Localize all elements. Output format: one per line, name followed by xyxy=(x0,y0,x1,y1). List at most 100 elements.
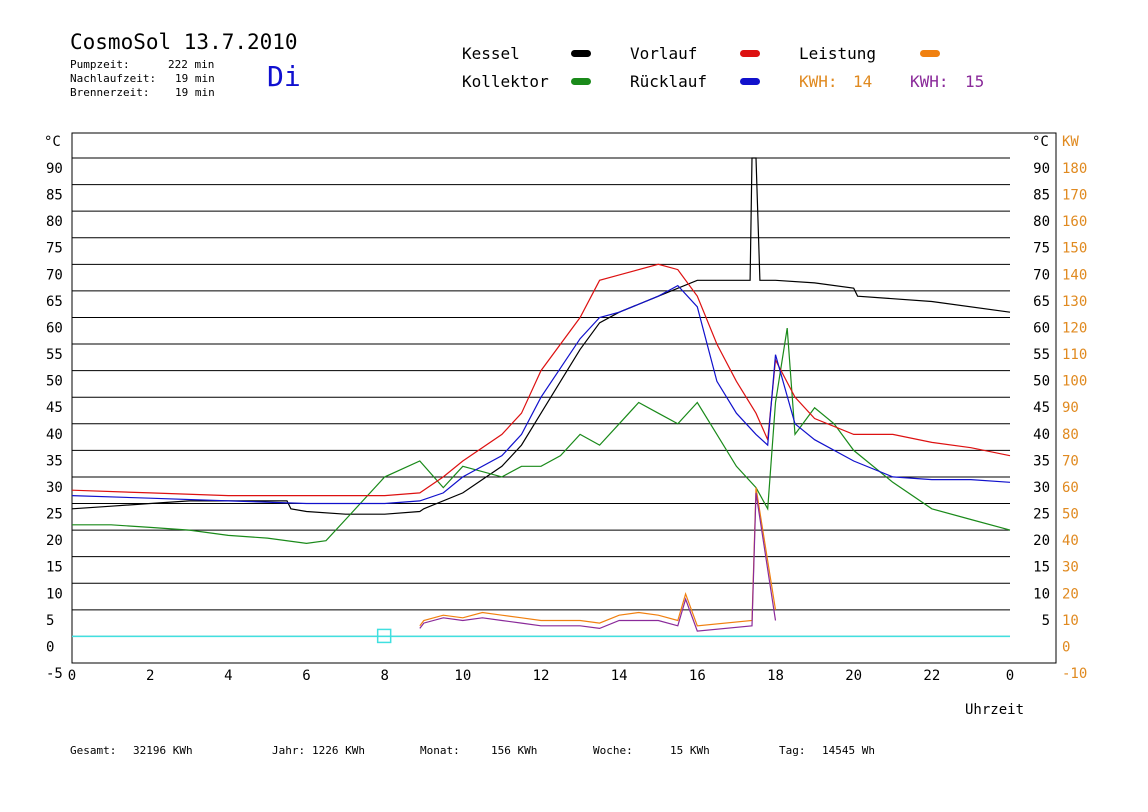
x-tick: 8 xyxy=(380,668,388,684)
legend-kwh1-value: 14 xyxy=(853,72,873,91)
weekday-label: Di xyxy=(267,60,301,93)
legend-kwh2-value: 15 xyxy=(965,72,985,91)
y-right-tick: 5 xyxy=(1042,613,1050,629)
y-left-tick: 5 xyxy=(46,613,54,629)
y-left-tick: 0 xyxy=(46,639,54,655)
x-tick: 0 xyxy=(1006,668,1014,684)
stat-nachlauf-value: 19 min xyxy=(175,72,215,85)
grid xyxy=(71,132,1057,664)
y-left-tick: 50 xyxy=(46,374,63,390)
y-left-tick: 15 xyxy=(46,560,63,576)
legend-kollektor-swatch xyxy=(571,78,591,85)
stat-brenner-label: Brennerzeit: xyxy=(70,86,150,99)
y-kw-tick: 110 xyxy=(1062,347,1087,363)
x-tick: 20 xyxy=(845,668,862,684)
x-tick: 10 xyxy=(454,668,471,684)
footer-monat-value: 156 KWh xyxy=(491,744,538,757)
y-kw-tick: 40 xyxy=(1062,533,1079,549)
y-right-tick: 50 xyxy=(1033,374,1050,390)
y-left-tick: -5 xyxy=(46,666,63,682)
y-kw-unit: KW xyxy=(1062,134,1079,150)
footer-woche-value: 15 KWh xyxy=(670,744,710,757)
leistung-line xyxy=(419,487,777,627)
x-axis-label: Uhrzeit xyxy=(965,702,1024,718)
y-left-tick: 80 xyxy=(46,214,63,230)
footer-tag-value: 14545 Wh xyxy=(822,744,875,757)
legend-kollektor-label: Kollektor xyxy=(462,72,549,91)
x-tick: 2 xyxy=(146,668,154,684)
y-right-tick: 30 xyxy=(1033,480,1050,496)
y-right-tick: 20 xyxy=(1033,533,1050,549)
y-left-tick: 25 xyxy=(46,507,63,523)
y-right-tick: 45 xyxy=(1033,400,1050,416)
y-left-tick: 55 xyxy=(46,347,63,363)
y-left-tick: 35 xyxy=(46,453,63,469)
kessel-line xyxy=(71,157,1011,515)
y-right-tick: 65 xyxy=(1033,294,1050,310)
legend-vorlauf-label: Vorlauf xyxy=(630,44,698,63)
y-kw-tick: 140 xyxy=(1062,267,1087,283)
y-kw-tick: 20 xyxy=(1062,586,1079,602)
stat-nachlauf-label: Nachlaufzeit: xyxy=(70,72,157,85)
y-kw-tick: 0 xyxy=(1062,639,1070,655)
y-left-tick: 20 xyxy=(46,533,63,549)
kollektor-line xyxy=(72,328,1011,545)
x-tick: 6 xyxy=(302,668,310,684)
y-right-tick: 75 xyxy=(1033,241,1050,257)
legend-ruecklauf-label: Rücklauf xyxy=(630,72,708,91)
y-kw-tick: 60 xyxy=(1062,480,1079,496)
footer-jahr-label: Jahr: xyxy=(272,744,306,757)
legend-leistung-swatch xyxy=(920,50,940,57)
y-kw-tick: 10 xyxy=(1062,613,1079,629)
footer-jahr-value: 1226 KWh xyxy=(312,744,365,757)
y-kw-tick: 120 xyxy=(1062,320,1087,336)
stat-pumpzeit-label: Pumpzeit: xyxy=(70,58,130,71)
y-right-tick: 55 xyxy=(1033,347,1050,363)
ruecklauf-line xyxy=(71,284,1011,505)
stat-brenner-value: 19 min xyxy=(175,86,215,99)
y-left-tick: 30 xyxy=(46,480,63,496)
legend-leistung-label: Leistung xyxy=(799,44,877,63)
y-right-tick: 25 xyxy=(1033,507,1050,523)
legend-kessel-swatch xyxy=(571,50,591,57)
x-tick: 12 xyxy=(533,668,550,684)
y-left-unit: °C xyxy=(44,134,61,150)
y-left-tick: 75 xyxy=(46,241,63,257)
y-kw-tick: 30 xyxy=(1062,560,1079,576)
y-right-tick: 80 xyxy=(1033,214,1050,230)
y-right-unit: °C xyxy=(1032,134,1049,150)
y-right-tick: 15 xyxy=(1033,560,1050,576)
footer-gesamt-value: 32196 KWh xyxy=(133,744,193,757)
y-right-tick: 10 xyxy=(1033,586,1050,602)
y-left-tick: 65 xyxy=(46,294,63,310)
y-left-tick: 60 xyxy=(46,320,63,336)
x-tick: 22 xyxy=(923,668,940,684)
y-right-tick: 60 xyxy=(1033,320,1050,336)
stat-pumpzeit-value: 222 min xyxy=(168,58,215,71)
x-tick: 0 xyxy=(68,668,76,684)
y-kw-tick: 50 xyxy=(1062,507,1079,523)
axis-labels: °C908580757065605550454035302520151050-5… xyxy=(44,134,1087,718)
chart-title: CosmoSol 13.7.2010 xyxy=(70,30,298,54)
vorlauf-line xyxy=(71,263,1011,497)
kwh2-line xyxy=(419,492,777,632)
legend-kessel-label: Kessel xyxy=(462,44,520,63)
y-kw-tick: 100 xyxy=(1062,374,1087,390)
y-kw-tick: 90 xyxy=(1062,400,1079,416)
footer-monat-label: Monat: xyxy=(420,744,460,757)
legend-kwh1-label: KWH: xyxy=(799,72,838,91)
y-right-tick: 35 xyxy=(1033,453,1050,469)
y-kw-tick: 80 xyxy=(1062,427,1079,443)
y-left-tick: 85 xyxy=(46,188,63,204)
y-left-tick: 10 xyxy=(46,586,63,602)
y-left-tick: 45 xyxy=(46,400,63,416)
y-left-tick: 40 xyxy=(46,427,63,443)
y-kw-tick: 70 xyxy=(1062,453,1079,469)
footer-woche-label: Woche: xyxy=(593,744,633,757)
y-right-tick: 90 xyxy=(1033,161,1050,177)
y-right-tick: 70 xyxy=(1033,267,1050,283)
y-left-tick: 90 xyxy=(46,161,63,177)
legend-kwh2-label: KWH: xyxy=(910,72,949,91)
x-tick: 16 xyxy=(689,668,706,684)
